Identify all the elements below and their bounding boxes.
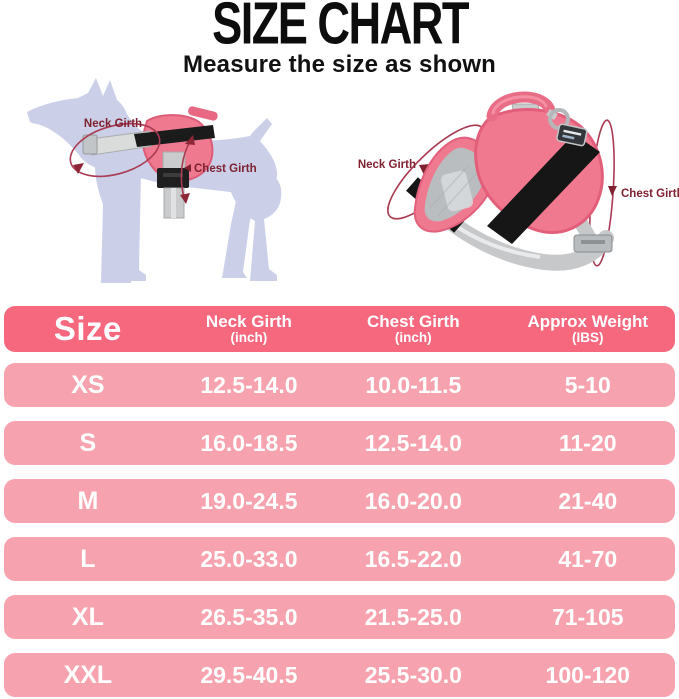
column-header-approx-weight: Approx Weight (IBS) [501,311,675,346]
table-header-row: Size Neck Girth (inch) Chest Girth (inch… [4,306,675,352]
cell-size: XL [71,602,104,631]
harness-product-icon [406,91,614,271]
dog-neck-girth-arrowhead-icon [73,163,84,174]
cell-chest-girth: 10.0-11.5 [365,371,462,398]
dog-chest-girth-arrowhead-icon [185,135,195,145]
harness-product-illustration: Neck Girth Chest Girth [358,91,679,271]
cell-chest-girth: 25.5-30.0 [364,661,462,688]
dog-neck-girth-arrow [69,122,161,178]
cell-size: XS [71,370,105,399]
cell-neck-girth: 25.0-33.0 [200,545,298,572]
cell-neck-girth: 12.5-14.0 [200,371,298,398]
table-row: XXL 29.5-40.5 25.5-30.0 100-120 [4,653,675,697]
column-header-size: Size [53,310,122,347]
cell-size: M [77,486,99,515]
dog-silhouette-icon [27,78,282,283]
cell-size: L [80,544,96,573]
cell-neck-girth: 26.5-35.0 [200,603,298,630]
table-row: S 16.0-18.5 12.5-14.0 11-20 [4,421,675,465]
table-row: XL 26.5-35.0 21.5-25.0 71-105 [4,595,675,639]
page-subtitle: Measure the size as shown [182,51,497,78]
cell-chest-girth: 21.5-25.0 [364,603,462,630]
dog-chest-girth-label: Chest Girth [194,163,257,175]
page-title: SIZE CHART [211,0,469,57]
cell-approx-weight: 5-10 [564,371,611,398]
column-header-unit: (inch) [230,329,268,345]
cell-approx-weight: 71-105 [551,603,624,630]
harness-chest-girth-label: Chest Girth [621,188,679,200]
cell-neck-girth: 19.0-24.5 [200,487,298,514]
cell-chest-girth: 16.5-22.0 [364,545,462,572]
cell-approx-weight: 11-20 [558,429,617,456]
table-row: M 19.0-24.5 16.0-20.0 21-40 [4,479,675,523]
column-header-chest-girth: Chest Girth (inch) [326,311,500,346]
illustrations-svg: Neck Girth Chest Girth Neck Girth Chest [27,78,679,283]
column-header-neck-girth: Neck Girth (inch) [172,311,326,346]
cell-size: S [79,428,97,457]
cell-approx-weight: 41-70 [558,545,618,572]
dog-chest-girth-annotation: Chest Girth [180,135,257,204]
column-header-label: Approx Weight [527,311,649,331]
dog-harness-illustration: Neck Girth Chest Girth [27,78,282,283]
cell-chest-girth: 12.5-14.0 [364,429,462,456]
column-header-unit: (inch) [394,329,432,345]
column-header-label: Chest Girth [367,311,460,331]
table-row: XS 12.5-14.0 10.0-11.5 5-10 [4,363,675,407]
cell-approx-weight: 21-40 [558,487,618,514]
harness-label-tag-icon [556,123,588,147]
cell-neck-girth: 16.0-18.5 [200,429,298,456]
cell-chest-girth: 16.0-20.0 [364,487,462,514]
harness-chest-girth-arrowhead-icon [608,186,617,196]
harness-neck-girth-label: Neck Girth [358,159,416,171]
dog-neck-girth-label: Neck Girth [84,118,142,130]
table-row: L 25.0-33.0 16.5-22.0 41-70 [4,537,675,581]
cell-neck-girth: 29.5-40.5 [200,661,298,688]
size-table: Size Neck Girth (inch) Chest Girth (inch… [4,306,675,697]
column-header-label: Neck Girth [205,311,292,331]
cell-approx-weight: 100-120 [545,661,630,688]
column-header-unit: (IBS) [572,329,604,345]
cell-size: XXL [63,660,113,689]
dog-neck-girth-annotation: Neck Girth [69,118,161,178]
